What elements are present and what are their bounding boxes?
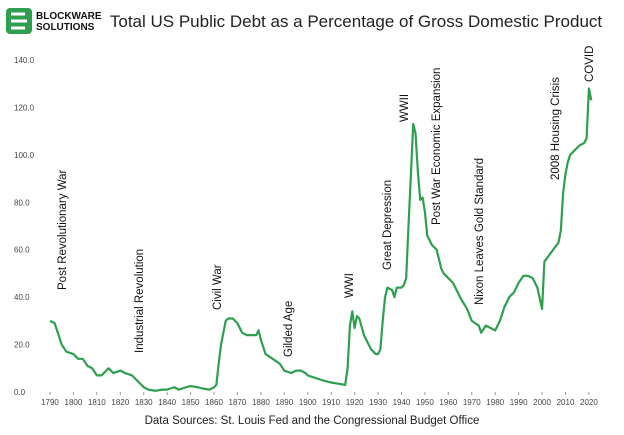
- x-tick-label: 1860: [205, 398, 223, 407]
- logo-text: SOLUTIONS: [36, 22, 95, 33]
- x-tick-label: 1990: [510, 398, 528, 407]
- y-tick-label: 140.0: [14, 56, 35, 65]
- x-tick-label: 1980: [486, 398, 504, 407]
- annotation: Nixon Leaves Gold Standard: [474, 158, 486, 305]
- annotation: WWII: [399, 94, 411, 122]
- x-tick-label: 2020: [580, 398, 598, 407]
- annotation: Gilded Age: [283, 301, 295, 357]
- x-tick-label: 1890: [275, 398, 293, 407]
- annotation: Industrial Revolution: [134, 249, 146, 353]
- x-tick-label: 1940: [393, 398, 411, 407]
- annotation: Civil War: [212, 264, 224, 310]
- x-tick-label: 1850: [182, 398, 200, 407]
- x-tick-label: 1870: [229, 398, 247, 407]
- x-tick-label: 1810: [88, 398, 106, 407]
- x-tick-label: 2010: [557, 398, 575, 407]
- annotation: Post War Economic Expansion: [431, 68, 443, 225]
- annotation: Post Revolutionary War: [57, 169, 69, 290]
- y-tick-label: 80.0: [14, 198, 30, 207]
- logo-icon-lines: [11, 12, 27, 30]
- y-tick-label: 60.0: [14, 246, 30, 255]
- x-tick-label: 1800: [65, 398, 83, 407]
- data-line: [49, 87, 593, 392]
- y-tick-label: 120.0: [14, 103, 35, 112]
- annotation: 2008 Housing Crisis: [550, 77, 562, 180]
- x-tick-label: 1960: [439, 398, 457, 407]
- x-tick-label: 1950: [416, 398, 434, 407]
- y-tick-label: 0.0: [14, 388, 26, 397]
- logo: BLOCKWARE SOLUTIONS: [6, 8, 102, 34]
- y-tick-label: 100.0: [14, 151, 35, 160]
- x-tick-label: 2000: [533, 398, 551, 407]
- x-tick-label: 1820: [111, 398, 129, 407]
- annotation: Great Depression: [382, 180, 394, 270]
- chart-title: Total US Public Debt as a Percentage of …: [110, 12, 603, 31]
- annotation: COVID: [584, 46, 596, 82]
- x-tick-label: 1880: [252, 398, 270, 407]
- x-tick-label: 1790: [41, 398, 59, 407]
- x-tick-label: 1830: [135, 398, 153, 407]
- x-tick-label: 1970: [463, 398, 481, 407]
- x-tick-label: 1910: [322, 398, 340, 407]
- x-tick-label: 1920: [346, 398, 364, 407]
- footer: Data Sources: St. Louis Fed and the Cong…: [145, 415, 480, 427]
- logo-text: BLOCKWARE: [36, 11, 102, 22]
- y-tick-label: 40.0: [14, 293, 30, 302]
- x-tick-label: 1900: [299, 398, 317, 407]
- annotation: WWI: [344, 273, 356, 298]
- x-tick-label: 1840: [158, 398, 176, 407]
- x-tick-label: 1930: [369, 398, 387, 407]
- y-tick-label: 20.0: [14, 341, 30, 350]
